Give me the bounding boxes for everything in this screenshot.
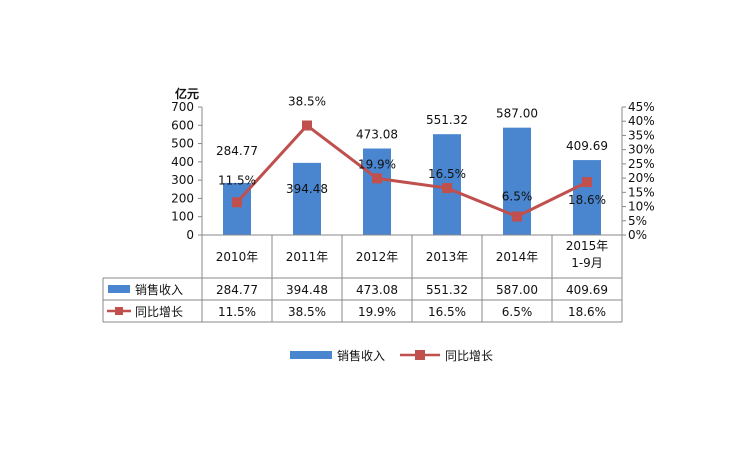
right-tick-label: 0% (628, 228, 647, 242)
table-series-name: 同比增长 (135, 305, 183, 319)
line-data-label: 16.5% (428, 167, 466, 181)
line-data-label: 19.9% (358, 157, 396, 171)
right-tick-label: 20% (628, 171, 655, 185)
line-series (235, 123, 588, 219)
category-label: 2011年 (286, 250, 329, 264)
table-cell: 19.9% (358, 305, 396, 319)
category-label: 2015年 (566, 239, 609, 253)
left-tick-label: 200 (171, 191, 194, 205)
y-axis-label: 亿元 (175, 86, 199, 101)
category-label: 2010年 (216, 250, 259, 264)
bar (363, 148, 391, 235)
right-tick-label: 10% (628, 200, 655, 214)
category-label: 2013年 (426, 250, 469, 264)
line-data-label: 18.6% (568, 193, 606, 207)
line-marker (582, 177, 592, 188)
right-tick-label: 5% (628, 214, 647, 228)
legend-key-bar (108, 285, 130, 293)
right-tick-label: 40% (628, 114, 655, 128)
table-cell: 11.5% (218, 305, 256, 319)
bar-data-label: 587.00 (496, 107, 538, 121)
table-cell: 551.32 (426, 283, 468, 297)
bar (573, 160, 601, 235)
line-marker (512, 211, 522, 222)
bar (293, 162, 321, 235)
bar-data-label: 473.08 (356, 127, 398, 141)
legend-line-marker (415, 350, 425, 360)
bar-data-label: 394.48 (286, 182, 328, 196)
right-tick-label: 25% (628, 157, 655, 171)
legend-label: 同比增长 (445, 349, 493, 363)
table-cell: 587.00 (496, 283, 538, 297)
legend-label: 销售收入 (337, 348, 385, 363)
line-marker (302, 120, 312, 131)
left-tick-label: 700 (171, 100, 194, 114)
table-cell: 394.48 (286, 283, 328, 297)
left-tick-label: 100 (171, 210, 194, 224)
table-cell: 16.5% (428, 305, 466, 319)
line-data-label: 38.5% (288, 94, 326, 108)
table-cell: 6.5% (502, 305, 533, 319)
left-tick-label: 600 (171, 118, 194, 132)
table-cell: 18.6% (568, 305, 606, 319)
category-label: 2014年 (496, 250, 539, 264)
line-marker (372, 173, 382, 184)
category-label: 1-9月 (571, 256, 603, 270)
bar-data-label: 284.77 (216, 144, 258, 158)
table-cell: 284.77 (216, 283, 258, 297)
legend-key-marker (115, 307, 123, 315)
table-series-name: 销售收入 (135, 282, 183, 297)
line-marker (232, 197, 242, 208)
bar-data-label: 409.69 (566, 139, 608, 153)
legend-bar-swatch (290, 351, 332, 359)
table-cell: 409.69 (566, 283, 608, 297)
category-label: 2012年 (356, 250, 399, 264)
left-tick-label: 500 (171, 137, 194, 151)
line-data-label: 11.5% (218, 173, 256, 187)
left-tick-label: 400 (171, 155, 194, 169)
bar-data-label: 551.32 (426, 113, 468, 127)
right-tick-label: 35% (628, 128, 655, 142)
left-tick-label: 0 (186, 228, 194, 242)
right-tick-label: 30% (628, 143, 655, 157)
line-data-label: 6.5% (502, 190, 533, 204)
table-cell: 38.5% (288, 305, 326, 319)
left-tick-label: 300 (171, 173, 194, 187)
line-marker (442, 183, 452, 194)
table-cell: 473.08 (356, 283, 398, 297)
right-tick-label: 15% (628, 185, 655, 199)
right-tick-label: 45% (628, 100, 655, 114)
